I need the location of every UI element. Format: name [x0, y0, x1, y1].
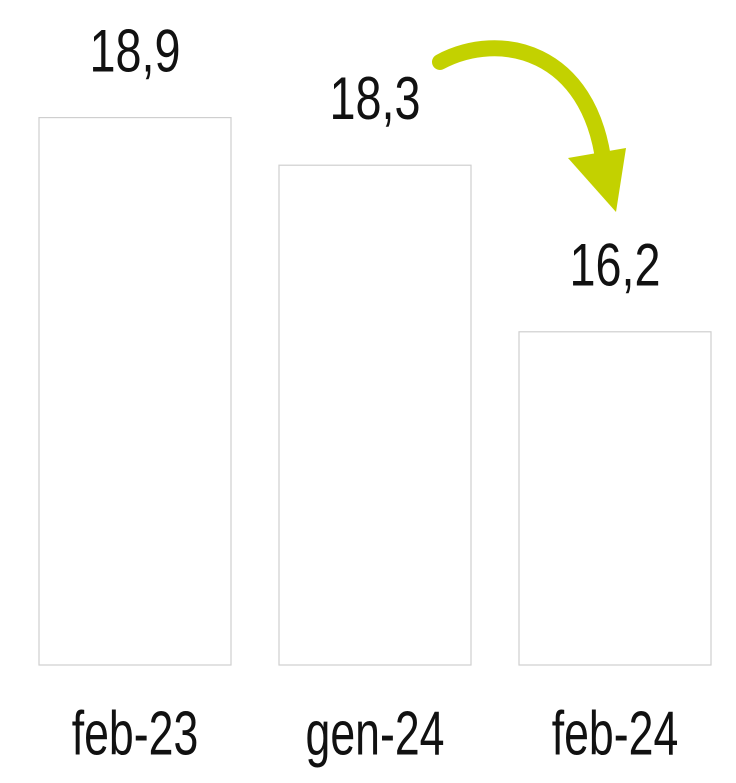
highlight-arrow	[432, 40, 626, 212]
x-tick-label: feb-23	[72, 699, 199, 768]
bar	[38, 116, 232, 666]
value-label: 18,3	[329, 66, 420, 133]
value-label: 18,9	[89, 18, 180, 85]
bar	[278, 164, 472, 666]
x-tick-label: feb-24	[552, 699, 679, 768]
value-label: 16,2	[569, 232, 660, 299]
x-tick-label: gen-24	[306, 699, 445, 768]
bar	[518, 331, 712, 666]
